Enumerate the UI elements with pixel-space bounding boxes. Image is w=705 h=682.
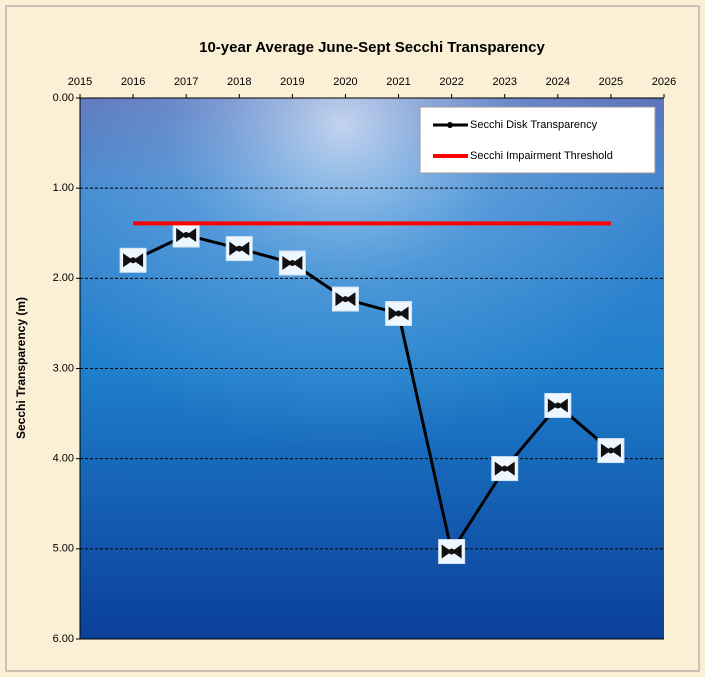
chart: 10-year Average June-Sept Secchi Transpa… xyxy=(0,0,705,677)
marker-dot xyxy=(183,232,189,238)
marker-dot xyxy=(449,549,455,555)
x-tick-label: 2016 xyxy=(121,76,145,88)
y-tick-label: 6.00 xyxy=(53,633,74,645)
x-tick-label: 2024 xyxy=(546,76,570,88)
marker xyxy=(386,301,412,325)
marker xyxy=(226,237,252,261)
y-tick-label: 3.00 xyxy=(53,362,74,374)
legend-label: Secchi Disk Transparency xyxy=(470,119,598,131)
y-tick-label: 4.00 xyxy=(53,453,74,465)
marker-dot xyxy=(130,257,136,263)
x-tick-label: 2022 xyxy=(439,76,463,88)
x-tick-label: 2026 xyxy=(652,76,676,88)
x-tick-label: 2015 xyxy=(68,76,92,88)
marker-dot xyxy=(502,466,508,472)
x-tick-label: 2021 xyxy=(386,76,410,88)
legend-label: Secchi Impairment Threshold xyxy=(470,150,613,162)
marker xyxy=(332,287,358,311)
x-tick-label: 2018 xyxy=(227,76,251,88)
x-tick-label: 2019 xyxy=(280,76,304,88)
y-tick-label: 0.00 xyxy=(53,92,74,104)
marker-dot xyxy=(236,246,242,252)
marker xyxy=(279,251,305,275)
x-tick-label: 2025 xyxy=(599,76,623,88)
marker-dot xyxy=(289,260,295,266)
marker-dot xyxy=(342,296,348,302)
marker xyxy=(545,393,571,417)
marker-dot xyxy=(608,448,614,454)
marker xyxy=(173,223,199,247)
marker xyxy=(492,457,518,481)
x-tick-label: 2017 xyxy=(174,76,198,88)
legend-swatch-dot xyxy=(447,122,453,128)
marker-dot xyxy=(396,310,402,316)
chart-title: 10-year Average June-Sept Secchi Transpa… xyxy=(199,39,545,56)
y-axis-label: Secchi Transparency (m) xyxy=(14,297,28,439)
marker xyxy=(439,540,465,564)
x-tick-label: 2023 xyxy=(492,76,516,88)
marker xyxy=(598,439,624,463)
y-tick-label: 1.00 xyxy=(53,182,74,194)
y-tick-label: 5.00 xyxy=(53,543,74,555)
marker xyxy=(120,248,146,272)
legend-box xyxy=(420,107,655,173)
y-tick-label: 2.00 xyxy=(53,272,74,284)
x-tick-label: 2020 xyxy=(333,76,357,88)
marker-dot xyxy=(555,402,561,408)
